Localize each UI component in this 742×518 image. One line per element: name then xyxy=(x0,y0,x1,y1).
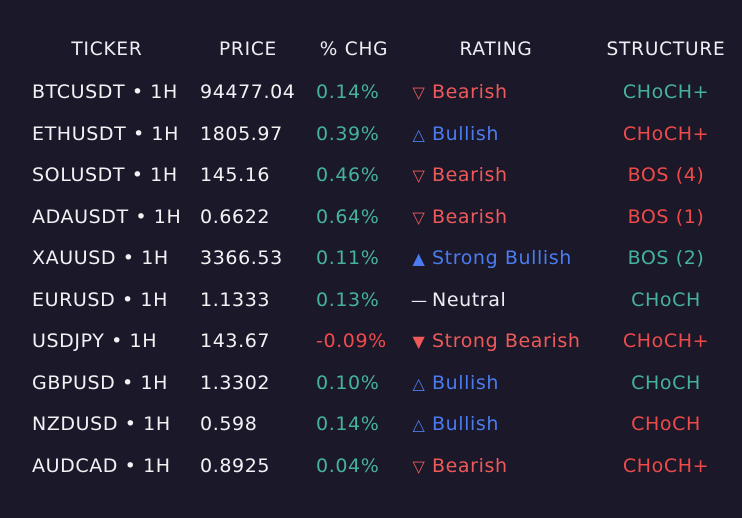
rating-label: Bearish xyxy=(432,454,508,477)
rating-label: Strong Bullish xyxy=(432,247,572,269)
change-cell: -0.09% xyxy=(316,330,387,352)
structure-cell: BOS (1) xyxy=(627,205,705,228)
table-row[interactable]: ETHUSDT • 1H 1805.97 0.39% △ Bullish CHoCH+ xyxy=(0,114,742,154)
price-cell: 3366.53 xyxy=(200,247,283,269)
rating-label: Strong Bearish xyxy=(432,330,581,352)
triangle-down-outline-icon: ▽ xyxy=(412,83,426,102)
ticker-cell[interactable]: USDJPY • 1H xyxy=(32,330,158,352)
change-cell: 0.14% xyxy=(316,413,380,435)
price-cell: 145.16 xyxy=(200,164,271,186)
table-row[interactable]: GBPUSD • 1H 1.3302 0.10% △ Bullish CHoCH xyxy=(0,363,742,403)
price-cell: 94477.04 xyxy=(200,81,296,103)
header-chg[interactable]: % CHG xyxy=(319,39,389,60)
table-row[interactable]: USDJPY • 1H 143.67 -0.09% ▼ Strong Bearish CH… xyxy=(0,321,742,361)
price-cell: 1.1333 xyxy=(200,288,271,311)
table-row[interactable]: AUDCAD • 1H 0.8925 0.04% ▽ Bearish CHoCH+ xyxy=(0,446,742,486)
structure-cell: CHoCH xyxy=(631,288,701,311)
structure-cell: CHoCH xyxy=(631,371,701,394)
triangle-up-filled-icon: ▲ xyxy=(412,249,426,268)
change-cell: 0.39% xyxy=(316,122,380,145)
header-price[interactable]: PRICE xyxy=(218,39,278,60)
ticker-cell[interactable]: ETHUSDT • 1H xyxy=(32,122,179,145)
change-cell: 0.11% xyxy=(316,247,380,269)
dash-icon: — xyxy=(411,290,428,310)
price-cell: 0.8925 xyxy=(200,454,271,477)
price-cell: 1805.97 xyxy=(200,122,283,145)
header-structure[interactable]: STRUCTURE xyxy=(606,39,726,60)
structure-cell: BOS (2) xyxy=(627,247,705,269)
rating-label: Bearish xyxy=(432,81,508,103)
rating-label: Bullish xyxy=(432,122,500,145)
triangle-up-outline-icon: △ xyxy=(412,373,426,393)
ticker-cell[interactable]: EURUSD • 1H xyxy=(32,288,168,311)
structure-cell: CHoCH xyxy=(631,413,701,435)
rating-cell: ▽ Bearish xyxy=(411,197,596,237)
triangle-down-filled-icon: ▼ xyxy=(412,332,426,351)
triangle-down-outline-icon: ▽ xyxy=(412,166,426,185)
rating-cell: — Neutral xyxy=(411,280,596,320)
price-cell: 0.6622 xyxy=(200,205,271,228)
rating-label: Bullish xyxy=(432,371,500,394)
structure-cell: CHoCH+ xyxy=(622,122,710,145)
table-row[interactable]: BTCUSDT • 1H 94477.04 0.14% ▽ Bearish CHoCH+ xyxy=(0,72,742,112)
ticker-cell[interactable]: NZDUSD • 1H xyxy=(32,413,171,435)
table-row[interactable]: SOLUSDT • 1H 145.16 0.46% ▽ Bearish BOS (4) xyxy=(0,155,742,195)
ticker-cell[interactable]: XAUUSD • 1H xyxy=(32,247,169,269)
change-cell: 0.13% xyxy=(316,288,380,311)
price-cell: 143.67 xyxy=(200,330,271,352)
triangle-up-outline-icon: △ xyxy=(412,124,426,144)
triangle-up-outline-icon: △ xyxy=(412,415,426,434)
triangle-down-outline-icon: ▽ xyxy=(412,207,426,227)
change-cell: 0.14% xyxy=(316,81,380,103)
rating-cell: △ Bullish xyxy=(411,114,596,154)
change-cell: 0.46% xyxy=(316,164,380,186)
rating-label: Bearish xyxy=(432,164,508,186)
rating-cell: △ Bullish xyxy=(411,404,596,444)
rating-cell: ▽ Bearish xyxy=(411,446,596,486)
structure-cell: CHoCH+ xyxy=(622,81,710,103)
table-row[interactable]: XAUUSD • 1H 3366.53 0.11% ▲ Strong Bullish BO… xyxy=(0,238,742,278)
price-cell: 0.598 xyxy=(200,413,258,435)
header-ticker[interactable]: TICKER xyxy=(71,39,143,60)
structure-cell: BOS (4) xyxy=(627,164,705,186)
rating-label: Neutral xyxy=(432,288,507,311)
rating-cell: ▼ Strong Bearish xyxy=(411,321,596,361)
change-cell: 0.10% xyxy=(316,371,380,394)
table-row[interactable]: ADAUSDT • 1H 0.6622 0.64% ▽ Bearish BOS (1) xyxy=(0,197,742,237)
ticker-cell[interactable]: BTCUSDT • 1H xyxy=(32,81,178,103)
ticker-cell[interactable]: GBPUSD • 1H xyxy=(32,371,169,394)
triangle-down-outline-icon: ▽ xyxy=(412,456,426,476)
table-row[interactable]: EURUSD • 1H 1.1333 0.13% — Neutral CHoCH xyxy=(0,280,742,320)
ticker-cell[interactable]: AUDCAD • 1H xyxy=(32,454,171,477)
structure-cell: CHoCH+ xyxy=(622,330,710,352)
change-cell: 0.04% xyxy=(316,454,380,477)
rating-label: Bearish xyxy=(432,205,508,228)
table-row[interactable]: NZDUSD • 1H 0.598 0.14% △ Bullish CHoCH xyxy=(0,404,742,444)
rating-cell: ▽ Bearish xyxy=(411,72,596,112)
structure-cell: CHoCH+ xyxy=(622,454,710,477)
rating-cell: ▽ Bearish xyxy=(411,155,596,195)
change-cell: 0.64% xyxy=(316,205,380,228)
price-cell: 1.3302 xyxy=(200,371,271,394)
header-rating[interactable]: RATING xyxy=(459,39,533,60)
rating-cell: ▲ Strong Bullish xyxy=(411,238,596,278)
table-header: TICKER PRICE % CHG RATING STRUCTURE xyxy=(0,30,742,70)
ticker-cell[interactable]: ADAUSDT • 1H xyxy=(32,205,182,228)
rating-label: Bullish xyxy=(432,413,500,435)
rating-cell: △ Bullish xyxy=(411,363,596,403)
ticker-cell[interactable]: SOLUSDT • 1H xyxy=(32,164,178,186)
